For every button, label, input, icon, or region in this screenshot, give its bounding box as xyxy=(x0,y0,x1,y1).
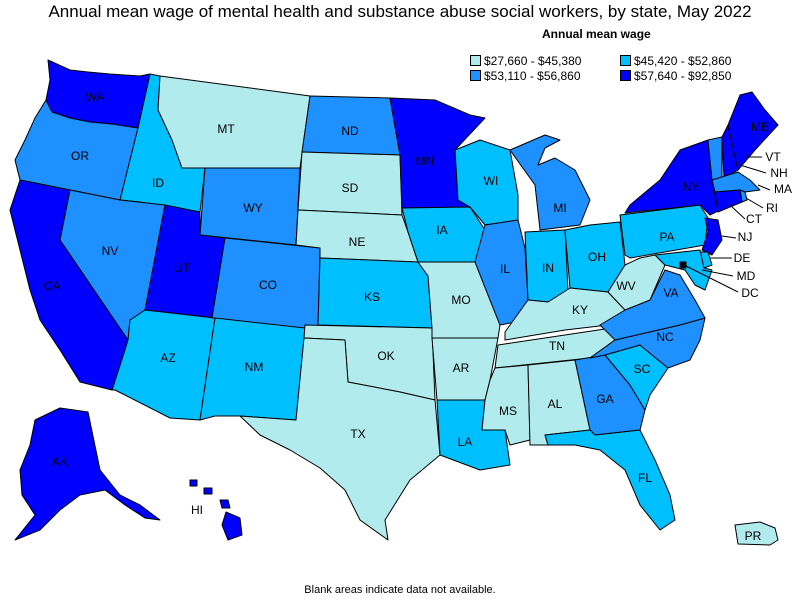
legend-label-3: $53,110 - $56,860 xyxy=(484,69,581,83)
label-ak: AK xyxy=(52,455,68,469)
label-nh: NH xyxy=(770,166,787,180)
legend-label-2: $45,420 - $52,860 xyxy=(634,54,732,68)
label-tn: TN xyxy=(549,339,565,353)
label-va: VA xyxy=(663,286,678,300)
label-fl: FL xyxy=(638,471,652,485)
label-il: IL xyxy=(500,262,510,276)
label-co: CO xyxy=(259,278,277,292)
label-ma: MA xyxy=(774,182,792,196)
state-fl[interactable] xyxy=(544,429,676,531)
state-md[interactable] xyxy=(654,249,713,291)
label-ia: IA xyxy=(436,223,447,237)
label-ks: KS xyxy=(364,290,380,304)
label-ky: KY xyxy=(572,303,588,317)
legend-swatch-1 xyxy=(470,55,481,66)
leader-ct xyxy=(729,204,746,220)
label-nd: ND xyxy=(341,124,359,138)
label-me: ME xyxy=(751,120,769,134)
state-nj[interactable] xyxy=(701,217,723,256)
label-ca: CA xyxy=(44,279,61,293)
state-ak[interactable] xyxy=(14,407,161,541)
label-mi: MI xyxy=(553,201,566,215)
label-dc: DC xyxy=(741,286,759,300)
state-me[interactable] xyxy=(727,91,779,171)
label-az: AZ xyxy=(160,351,175,365)
label-wy: WY xyxy=(243,201,262,215)
label-ms: MS xyxy=(499,404,517,418)
legend-item-3: $53,110 - $56,860 xyxy=(470,69,581,83)
label-ct: CT xyxy=(746,212,763,226)
label-md: MD xyxy=(737,269,756,283)
label-wa: WA xyxy=(86,90,105,104)
legend-swatch-3 xyxy=(470,70,481,81)
legend-item-1: $27,660 - $45,380 xyxy=(470,54,581,68)
leader-nh xyxy=(739,164,767,174)
state-mi[interactable] xyxy=(509,134,591,231)
leader-dc xyxy=(685,265,739,293)
label-la: LA xyxy=(458,435,473,449)
state-ct[interactable] xyxy=(714,189,743,213)
label-wv: WV xyxy=(616,279,635,293)
label-oh: OH xyxy=(588,250,606,264)
label-nc: NC xyxy=(656,330,674,344)
state-tx[interactable] xyxy=(239,337,441,541)
label-vt: VT xyxy=(765,150,781,164)
legend-label-1: $27,660 - $45,380 xyxy=(484,54,582,68)
label-ut: UT xyxy=(174,261,191,275)
label-nj: NJ xyxy=(738,230,753,244)
leader-ri xyxy=(745,197,764,209)
footnote: Blank areas indicate data not available. xyxy=(304,584,496,596)
label-tx: TX xyxy=(350,427,365,441)
label-de: DE xyxy=(734,251,751,265)
label-nm: NM xyxy=(245,360,264,374)
state-hi[interactable] xyxy=(189,479,243,541)
label-wi: WI xyxy=(484,174,499,188)
legend-item-2: $45,420 - $52,860 xyxy=(620,54,731,68)
label-mo: MO xyxy=(451,293,470,307)
label-pa: PA xyxy=(659,230,674,244)
label-or: OR xyxy=(71,149,89,163)
dc-marker xyxy=(680,262,686,268)
label-pr: PR xyxy=(745,529,762,543)
label-sd: SD xyxy=(342,181,359,195)
leader-md xyxy=(701,269,734,277)
leader-ma xyxy=(757,184,771,191)
legend-item-4: $57,640 - $92,850 xyxy=(620,69,731,83)
legend-swatch-4 xyxy=(620,70,631,81)
label-mt: MT xyxy=(217,122,235,136)
legend-swatch-2 xyxy=(620,55,631,66)
label-al: AL xyxy=(548,397,563,411)
label-id: ID xyxy=(152,176,164,190)
state-pr[interactable] xyxy=(734,521,779,546)
label-ne: NE xyxy=(349,235,366,249)
label-ri: RI xyxy=(766,201,778,215)
label-nv: NV xyxy=(102,244,119,258)
leader-nj xyxy=(721,235,737,239)
map-title: Annual mean wage of mental health and su… xyxy=(48,2,752,21)
label-ok: OK xyxy=(377,349,394,363)
label-in: IN xyxy=(542,261,554,275)
label-mn: MN xyxy=(416,154,435,168)
label-hi: HI xyxy=(191,503,203,517)
label-ga: GA xyxy=(596,392,613,406)
label-sc: SC xyxy=(634,362,651,376)
label-ny: NY xyxy=(683,180,700,194)
legend-label-4: $57,640 - $92,850 xyxy=(634,69,732,83)
label-ar: AR xyxy=(453,361,470,375)
legend-title: Annual mean wage xyxy=(542,27,651,41)
